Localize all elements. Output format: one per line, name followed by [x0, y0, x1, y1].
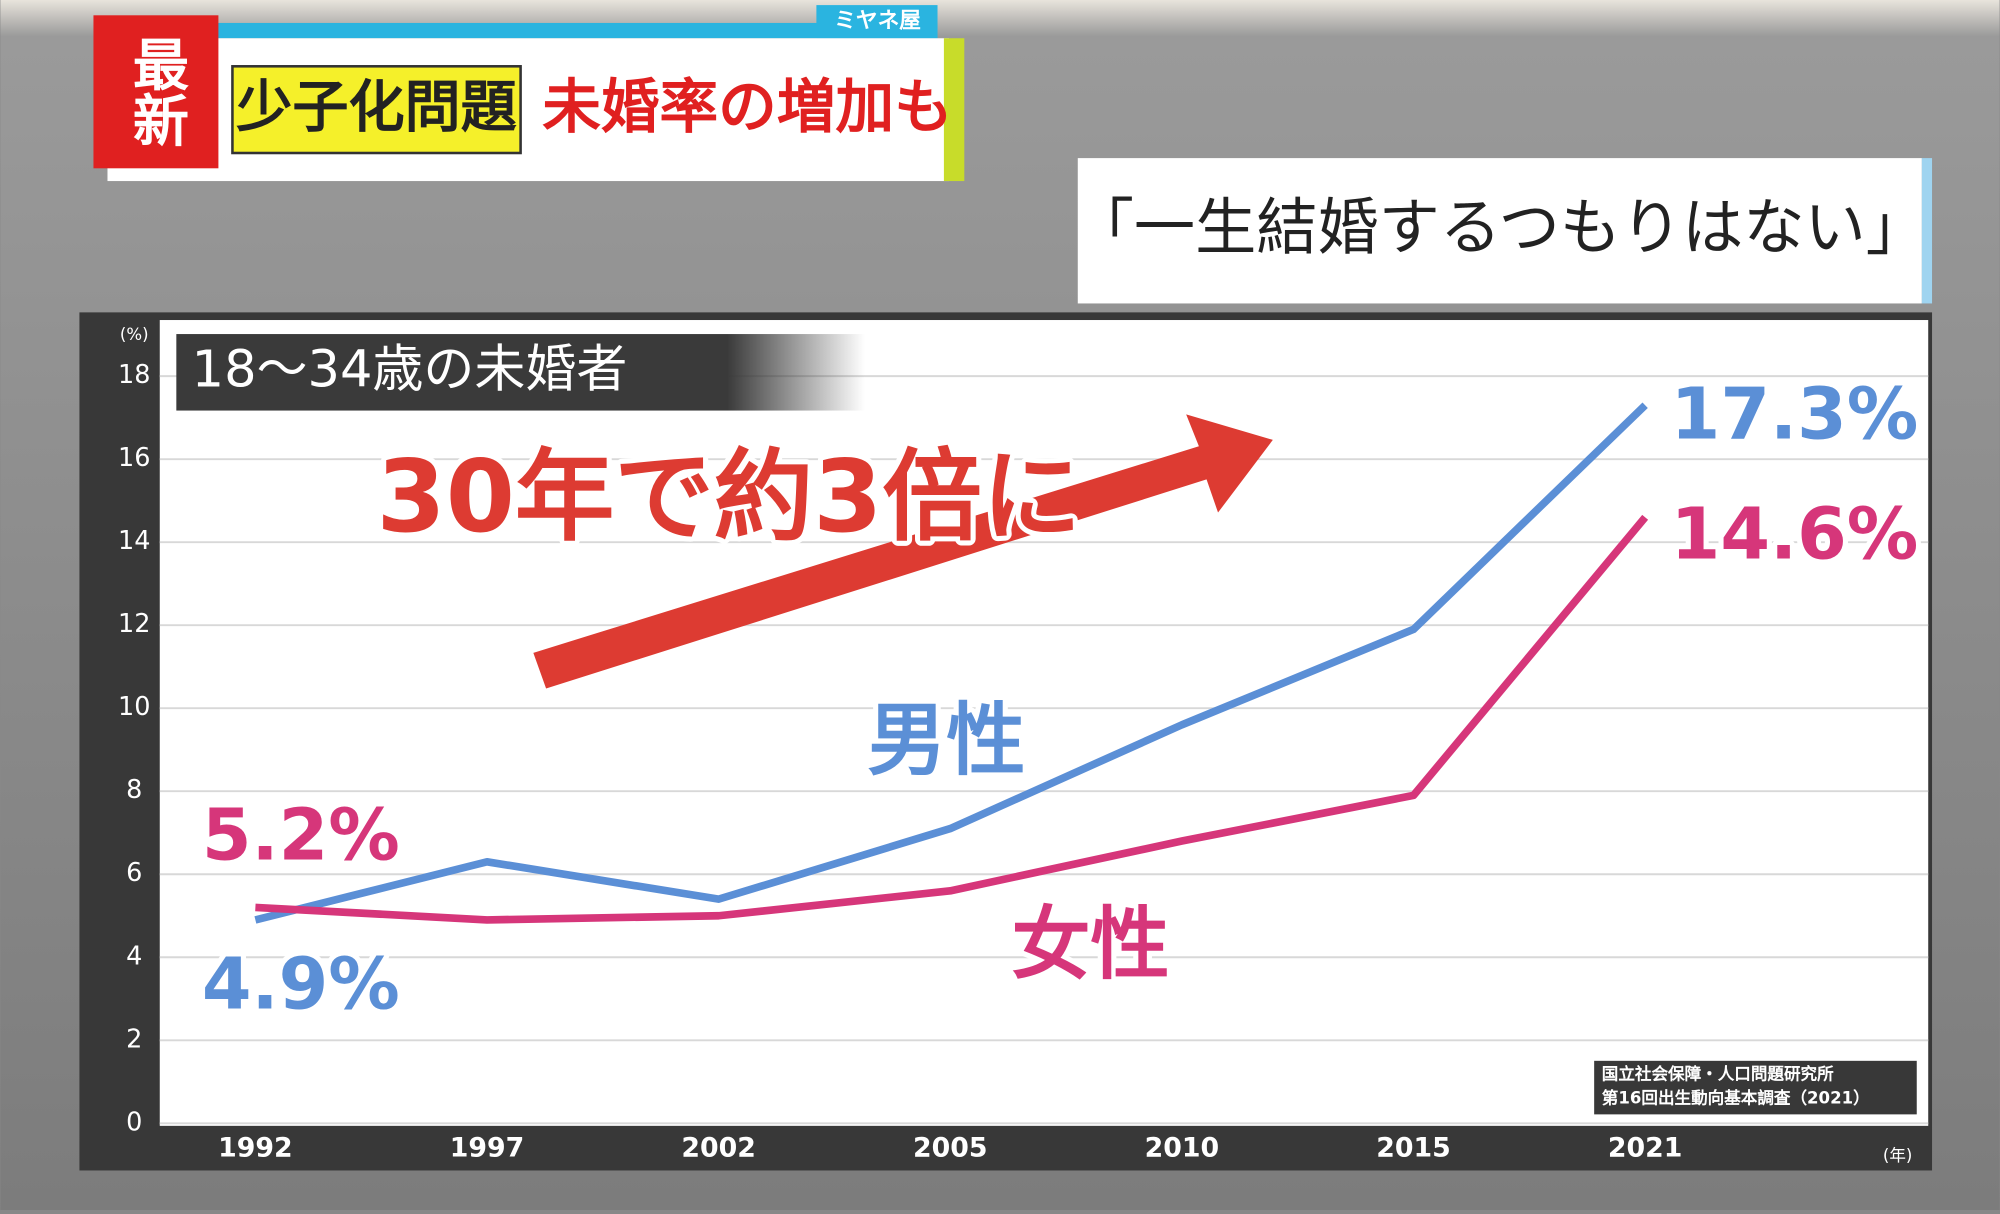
y-tick-label: 16 — [118, 443, 150, 473]
header-edge — [943, 38, 965, 182]
series-line — [254, 402, 1648, 924]
value-label: 4.9% — [202, 942, 400, 1025]
title-box — [176, 334, 865, 411]
x-tick-label: 1992 — [218, 1132, 292, 1163]
annotation: 30年で約3倍に — [377, 440, 1082, 555]
quote-edge — [1921, 158, 1933, 304]
x-tick-label: 1997 — [450, 1132, 524, 1163]
x-tick-label: 2005 — [913, 1132, 988, 1163]
grid: 0 2 4 6 8 10 12 14 16 18 1992 1997 2002 2005 2010 2015 2… — [118, 360, 1929, 1163]
headline: 未婚率の増加も — [542, 73, 953, 141]
series-name: 女性 — [1011, 898, 1169, 990]
quote-box — [1077, 158, 1922, 304]
program-tab — [816, 5, 938, 39]
value-label: 17.3% — [1671, 373, 1919, 456]
x-tick-label: 2002 — [681, 1132, 756, 1163]
plot-area — [159, 320, 1929, 1126]
y-tick-label: 0 — [126, 1107, 142, 1137]
quote: 「一生結婚するつもりはない」 — [1073, 193, 1927, 264]
header-strip — [217, 22, 938, 39]
y-tick-label: 8 — [126, 775, 142, 805]
program-name: ミヤネ屋 — [834, 9, 921, 34]
x-tick-label: 2015 — [1376, 1132, 1451, 1163]
topic-box — [231, 65, 522, 155]
series-name: 男性 — [867, 694, 1025, 786]
y-tick-label: 18 — [118, 360, 150, 390]
y-tick-label: 4 — [126, 941, 142, 971]
trend-arrow — [533, 414, 1273, 689]
value-label: 14.6% — [1671, 492, 1919, 575]
y-tick-label: 12 — [118, 609, 150, 639]
y-unit: (%) — [120, 325, 149, 344]
value-label: 5.2% — [202, 793, 400, 876]
chart-title: 18～34歳の未婚者 — [192, 340, 628, 399]
source-box — [1594, 1060, 1917, 1115]
y-tick-label: 10 — [118, 692, 150, 722]
x-unit: (年) — [1883, 1146, 1913, 1165]
badge: 最新 — [123, 36, 188, 148]
badge-box — [93, 15, 219, 169]
source-line: 第16回出生動向基本調査（2021） — [1602, 1088, 1870, 1108]
plot: 男性 4.9% 17.3% 女性 5.2% 14.6% — [197, 368, 1924, 1031]
x-tick-label: 2021 — [1608, 1132, 1683, 1163]
series-line — [255, 514, 1649, 924]
y-tick-label: 14 — [118, 526, 150, 556]
x-tick-label: 2010 — [1145, 1132, 1220, 1163]
topic: 少子化問題 — [236, 76, 516, 141]
source-line: 国立社会保障・人口問題研究所 — [1602, 1063, 1834, 1083]
y-tick-label: 6 — [126, 858, 142, 888]
y-tick-label: 2 — [126, 1024, 142, 1054]
